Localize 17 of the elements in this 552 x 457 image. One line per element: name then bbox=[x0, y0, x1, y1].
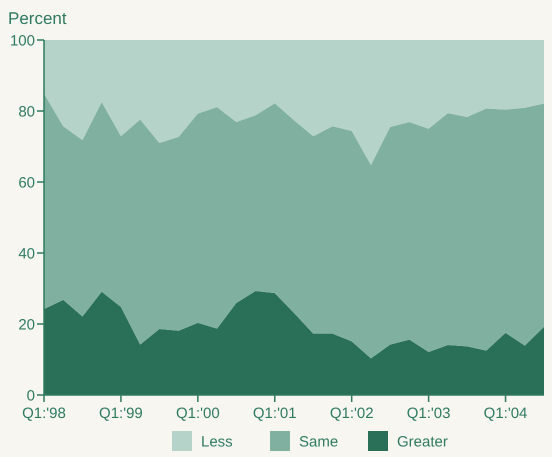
x-tick-label: Q1:'04 bbox=[484, 405, 528, 422]
legend-label: Greater bbox=[397, 433, 448, 450]
y-tick-label: 0 bbox=[26, 387, 35, 404]
y-tick-label: 60 bbox=[18, 174, 35, 192]
x-tick-label: Q1:'98 bbox=[22, 405, 66, 422]
x-tick-label: Q1:'99 bbox=[99, 405, 143, 422]
y-tick-label: 80 bbox=[18, 103, 35, 120]
y-axis-title: Percent bbox=[8, 9, 67, 28]
legend-label: Same bbox=[299, 433, 338, 450]
x-tick-label: Q1:'02 bbox=[330, 405, 374, 422]
y-tick-label: 100 bbox=[10, 32, 35, 50]
x-tick-label: Q1:'01 bbox=[252, 405, 297, 422]
x-tick-label: Q1:'00 bbox=[176, 405, 220, 422]
y-tick-label: 40 bbox=[18, 245, 35, 262]
x-tick-label: Q1:'03 bbox=[406, 405, 450, 422]
legend-label: Less bbox=[201, 433, 233, 450]
y-tick-label: 20 bbox=[18, 316, 35, 334]
